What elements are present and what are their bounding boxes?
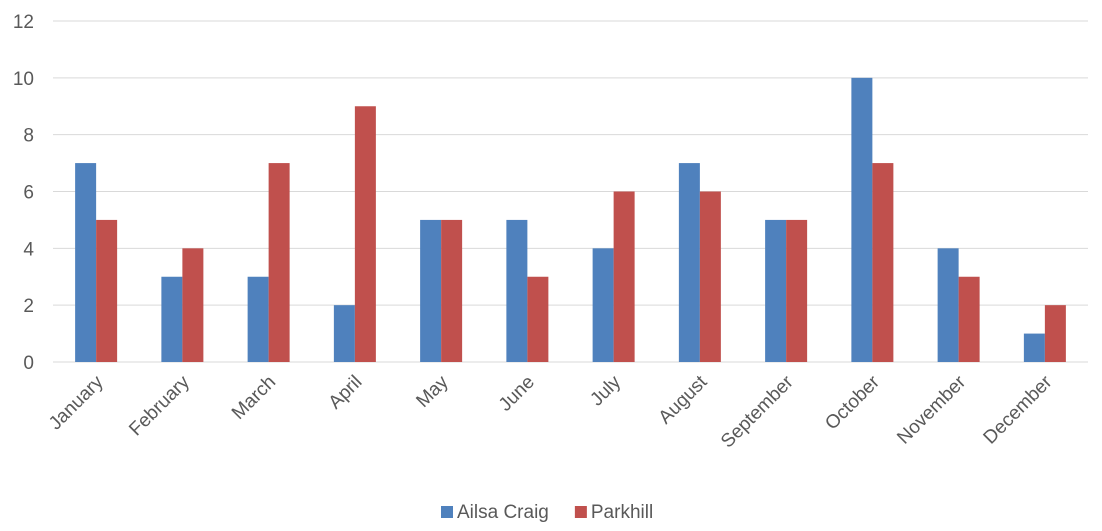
legend-label: Parkhill: [591, 502, 653, 523]
y-tick-label: 4: [23, 239, 34, 260]
bar-parkhill-june: [527, 276, 549, 362]
bar-ailsa-craig-july: [592, 248, 614, 362]
bar-parkhill-april: [354, 106, 376, 362]
legend-label: Ailsa Craig: [457, 502, 549, 523]
bar-ailsa-craig-june: [506, 219, 528, 362]
y-tick-label: 12: [13, 12, 34, 33]
bar-ailsa-craig-april: [333, 305, 355, 362]
bar-parkhill-september: [786, 219, 808, 362]
y-tick-label: 6: [23, 183, 34, 204]
bar-parkhill-november: [958, 276, 980, 362]
bar-ailsa-craig-august: [678, 163, 700, 362]
y-tick-label: 10: [13, 69, 34, 90]
x-tick-label: August: [655, 371, 712, 428]
legend: Ailsa Craig Parkhill: [441, 502, 653, 523]
x-tick-label: March: [228, 372, 280, 424]
x-tick-label: January: [45, 371, 108, 434]
x-tick-label: May: [412, 371, 453, 412]
x-tick-label: October: [821, 371, 884, 434]
x-tick-label: December: [980, 371, 1057, 448]
y-axis-ticks: 0 2 4 6 8 10 12: [13, 12, 35, 374]
bar-ailsa-craig-may: [420, 219, 442, 362]
bar-parkhill-august: [699, 191, 721, 362]
y-tick-label: 8: [23, 126, 34, 147]
bar-ailsa-craig-january: [75, 163, 97, 362]
bar-parkhill-october: [872, 163, 894, 362]
x-tick-label: July: [586, 371, 625, 410]
legend-swatch: [574, 506, 587, 518]
bar-parkhill-july: [613, 191, 635, 362]
bar-ailsa-craig-november: [937, 248, 959, 362]
bar-ailsa-craig-october: [851, 77, 873, 362]
bar-ailsa-craig-december: [1023, 333, 1045, 362]
legend-swatch: [441, 506, 453, 518]
x-tick-label: February: [125, 371, 194, 440]
x-tick-label: September: [717, 371, 798, 452]
y-tick-label: 2: [23, 296, 34, 317]
x-tick-label: November: [893, 371, 970, 448]
bar-parkhill-may: [441, 219, 463, 362]
bar-ailsa-craig-march: [247, 276, 269, 362]
bar-parkhill-january: [96, 219, 118, 362]
gridlines: [53, 20, 1088, 363]
x-axis-ticks: January February March April May June July Augu…: [45, 371, 1057, 452]
bars: [75, 77, 1066, 362]
bar-ailsa-craig-february: [161, 276, 183, 362]
y-tick-label: 0: [23, 353, 34, 374]
x-tick-label: April: [325, 372, 367, 414]
bar-ailsa-craig-september: [765, 219, 787, 362]
bar-parkhill-december: [1044, 305, 1066, 362]
x-tick-label: June: [495, 372, 539, 416]
bar-parkhill-march: [268, 163, 290, 362]
bar-parkhill-february: [182, 248, 204, 362]
